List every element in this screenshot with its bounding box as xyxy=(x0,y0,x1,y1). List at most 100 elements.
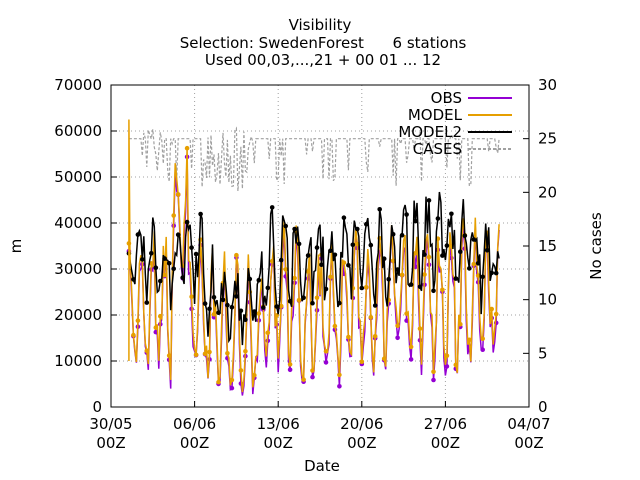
data-point-model xyxy=(440,287,445,293)
series-spike-model xyxy=(128,119,131,361)
data-point-model2 xyxy=(444,243,450,248)
data-point-model2 xyxy=(305,253,311,258)
series-line-model xyxy=(128,148,500,393)
data-point-model xyxy=(372,334,378,339)
data-point-model xyxy=(305,269,311,274)
data-point-model2 xyxy=(328,248,333,253)
data-point-obs xyxy=(444,364,450,369)
data-point-model2 xyxy=(131,277,136,282)
data-point-obs xyxy=(408,357,414,362)
data-point-obs xyxy=(480,347,486,353)
data-point-obs xyxy=(323,360,329,365)
data-point-model xyxy=(341,260,347,266)
data-point-model xyxy=(390,258,396,264)
data-point-model2 xyxy=(220,297,226,303)
data-point-model2 xyxy=(238,308,244,314)
chart-title: Visibility xyxy=(289,16,352,34)
y2-tick-label: 10 xyxy=(538,291,557,309)
data-point-obs xyxy=(404,318,409,323)
data-series xyxy=(126,119,500,396)
data-point-model2 xyxy=(180,275,185,280)
cases-series xyxy=(128,126,500,192)
data-point-model2 xyxy=(175,232,181,237)
data-point-model2 xyxy=(158,278,163,284)
data-point-model2 xyxy=(404,212,409,217)
data-point-model2 xyxy=(458,249,463,254)
data-point-model xyxy=(458,321,463,327)
data-point-model2 xyxy=(372,303,378,308)
data-point-model2 xyxy=(377,207,383,212)
y2-axis-label: No cases xyxy=(587,212,605,280)
y2-tick-label: 0 xyxy=(538,398,548,416)
data-point-model xyxy=(193,352,199,358)
data-point-model2 xyxy=(359,285,365,291)
data-point-model2 xyxy=(453,276,459,281)
data-point-model xyxy=(211,312,217,317)
data-point-model2 xyxy=(364,221,369,227)
data-point-model2 xyxy=(140,257,145,262)
y-tick-label: 50000 xyxy=(54,168,102,186)
data-point-model xyxy=(314,295,320,301)
data-point-model2 xyxy=(413,218,418,224)
data-point-model2 xyxy=(184,219,190,225)
data-point-model2 xyxy=(319,262,324,268)
data-point-model2 xyxy=(229,304,235,310)
data-point-model2 xyxy=(198,211,203,217)
y-tick-label: 10000 xyxy=(54,352,102,370)
y2-tick-label: 25 xyxy=(538,130,557,148)
data-point-model xyxy=(252,372,257,378)
y-tick-label: 40000 xyxy=(54,214,102,232)
data-point-model2 xyxy=(265,285,271,291)
data-point-model xyxy=(475,273,481,278)
data-point-model xyxy=(395,323,400,329)
data-point-model xyxy=(431,369,436,375)
data-point-model xyxy=(243,348,248,354)
data-point-model2 xyxy=(153,265,159,271)
data-point-model xyxy=(417,326,423,331)
data-point-model xyxy=(301,377,306,382)
data-point-model2 xyxy=(484,248,490,253)
x-tick-label: 30/05 xyxy=(89,415,132,433)
data-point-model2 xyxy=(431,288,436,294)
x-tick-label: 06/06 xyxy=(173,415,216,433)
y-tick-label: 20000 xyxy=(54,306,102,324)
data-point-model2 xyxy=(207,306,212,312)
data-point-model2 xyxy=(256,277,262,283)
data-point-model2 xyxy=(346,263,351,268)
data-point-model2 xyxy=(292,226,297,232)
data-point-model xyxy=(310,368,315,373)
data-point-model xyxy=(135,318,141,323)
data-point-model2 xyxy=(475,261,481,266)
data-point-model2 xyxy=(269,205,275,210)
data-point-model2 xyxy=(149,251,154,256)
data-point-model xyxy=(166,353,172,358)
x-tick-label-time: 00Z xyxy=(264,434,293,452)
data-point-model2 xyxy=(247,276,253,282)
data-point-model2 xyxy=(166,261,172,266)
data-point-model xyxy=(467,337,472,343)
data-point-obs xyxy=(310,374,315,380)
data-point-model2 xyxy=(386,276,392,282)
data-point-model2 xyxy=(341,215,347,220)
x-tick-label-time: 00Z xyxy=(431,434,460,452)
legend-label: MODEL xyxy=(408,106,463,124)
data-point-model2 xyxy=(422,252,427,257)
data-point-model xyxy=(131,332,136,338)
data-point-model2 xyxy=(301,295,306,301)
data-point-model2 xyxy=(493,270,499,276)
data-point-model2 xyxy=(440,253,445,258)
x-tick-label: 20/06 xyxy=(340,415,383,433)
data-point-model xyxy=(171,213,176,218)
x-tick-label: 13/06 xyxy=(257,415,300,433)
data-point-model2 xyxy=(144,300,150,305)
data-point-model xyxy=(346,334,351,340)
data-point-obs xyxy=(229,385,235,391)
data-point-model xyxy=(153,325,159,330)
tick-labels: 0 10000 20000 30000 40000 50000 60000 70000 0 5 10… xyxy=(54,76,557,452)
data-point-model xyxy=(364,285,369,290)
data-point-model2 xyxy=(435,216,441,221)
data-point-model xyxy=(202,351,208,357)
data-point-model xyxy=(413,250,418,256)
data-point-model xyxy=(426,254,432,260)
